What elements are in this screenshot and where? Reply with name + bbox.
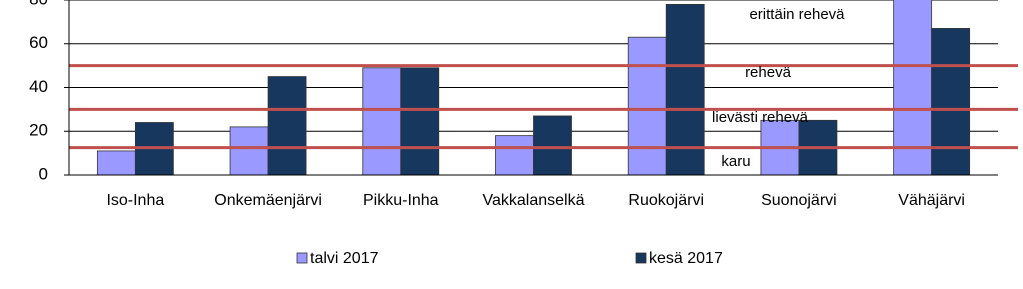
annotation: rehevä — [745, 64, 792, 81]
y-tick-label: 20 — [29, 121, 48, 140]
annotation: karu — [721, 153, 750, 170]
annotation: erittäin rehevä — [749, 6, 845, 23]
x-tick-label: Iso-Inha — [106, 192, 164, 209]
x-tick-label: Suonojärvi — [761, 192, 837, 209]
bar — [931, 28, 971, 176]
x-tick-label: Vakkalanselkä — [483, 192, 585, 209]
x-tick-label: Onkemäenjärvi — [214, 192, 322, 209]
legend-label: kesä 2017 — [649, 250, 723, 267]
y-tick-label: 80 — [29, 0, 48, 8]
x-tick-label: Pikku-Inha — [363, 192, 439, 209]
bar — [665, 3, 705, 176]
bar — [96, 150, 136, 176]
bar — [627, 36, 667, 176]
y-tick-label: 60 — [29, 33, 48, 52]
bar — [533, 115, 572, 176]
legend-swatch — [296, 252, 308, 264]
annotation: lievästi rehevä — [712, 109, 809, 126]
legend-swatch — [635, 252, 647, 264]
y-tick-label: 40 — [29, 77, 48, 96]
x-tick-label: Vähäjärvi — [898, 192, 965, 209]
legend-label: talvi 2017 — [310, 250, 379, 267]
bar — [267, 76, 307, 176]
x-tick-label: Ruokojärvi — [628, 192, 704, 209]
bar — [893, 0, 933, 176]
bar — [229, 126, 269, 176]
y-tick-label: 0 — [39, 164, 48, 183]
bar — [362, 67, 402, 176]
bar — [400, 67, 440, 176]
bar — [495, 135, 534, 176]
